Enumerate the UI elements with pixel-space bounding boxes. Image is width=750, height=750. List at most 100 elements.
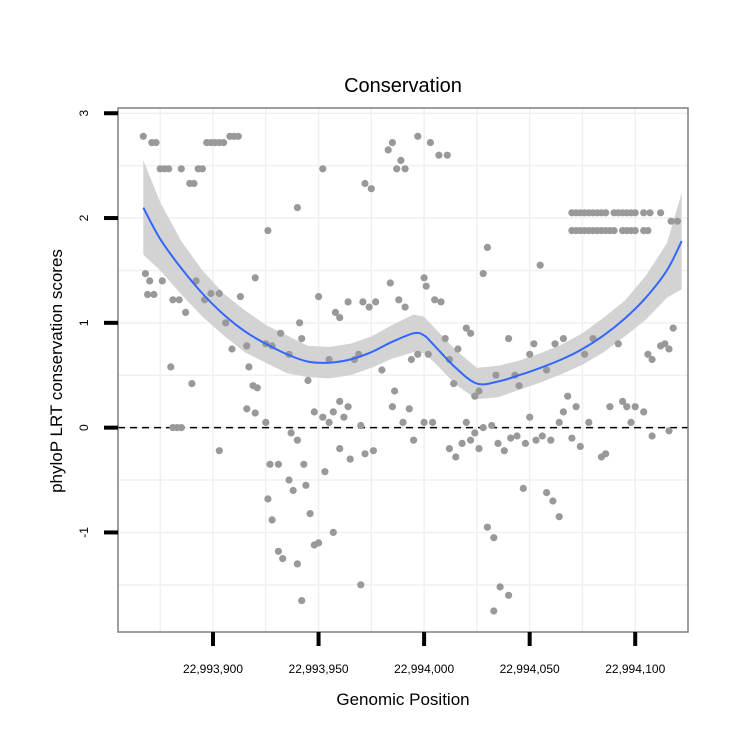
y-axis: -1 0 1 2 3 [77,110,118,538]
data-point [177,424,185,432]
data-point [302,481,310,489]
data-point [536,261,544,269]
data-point [245,363,253,371]
data-point [251,274,259,282]
data-point [424,350,432,358]
data-point [572,403,580,411]
data-point [414,132,422,140]
confidence-band [143,160,682,400]
data-point [357,421,365,430]
data-point [310,408,318,416]
data-point [158,277,166,285]
data-point [182,308,190,316]
data-point [543,366,551,374]
data-point [319,165,327,173]
data-points-group [139,132,682,615]
data-point [293,436,301,444]
data-point [340,413,348,421]
data-point [388,403,396,411]
data-point [576,442,584,451]
data-point [325,418,333,426]
data-point [414,350,422,358]
data-point [192,277,200,285]
data-point [555,513,563,521]
data-point [169,296,177,304]
data-point [279,555,287,563]
data-point [429,418,437,426]
data-point [538,432,546,440]
x-tick-label: 22,993,900 [183,662,243,676]
data-point [585,418,593,426]
data-point [243,342,251,350]
data-point [426,139,434,147]
data-point [198,165,206,173]
data-point [367,185,375,193]
data-point [152,139,160,147]
data-point [277,329,285,337]
data-point [222,319,230,327]
data-point [526,350,534,358]
data-point [175,296,183,304]
data-point [420,274,428,282]
data-point [547,436,555,444]
data-point [490,607,498,615]
data-point [344,403,352,411]
data-point [648,355,656,364]
data-point [648,432,656,440]
data-point [336,397,344,405]
data-point [462,324,470,332]
data-point [384,146,392,154]
data-point [515,382,523,390]
data-point [365,303,373,311]
data-point [304,376,312,385]
data-point [388,139,396,147]
data-point [361,450,369,458]
data-point [673,217,682,225]
data-point [490,534,498,542]
y-axis-title: phyloP LRT conservation scores [47,249,66,493]
data-point [296,319,304,327]
data-point [264,227,272,235]
data-point [274,547,282,555]
data-point [274,460,282,468]
data-point [496,583,504,591]
data-point [336,314,344,322]
data-point [521,439,530,447]
x-tick-label: 22,993,950 [289,662,349,676]
data-point [467,329,475,337]
data-point [644,227,652,235]
data-point [559,335,568,343]
data-point [610,227,618,235]
data-point [543,489,551,497]
data-point [581,350,589,358]
data-point [359,298,367,306]
data-point [243,405,251,413]
data-point [401,165,409,173]
data-point [435,151,443,159]
data-point [462,418,470,426]
data-point [293,204,301,212]
data-point [287,429,295,437]
x-axis: 22,993,900 22,993,950 22,994,000 22,994,050… [183,632,666,676]
data-point [188,380,196,388]
data-point [251,409,259,417]
data-point [331,308,339,316]
data-point [445,355,453,364]
data-point [167,363,175,371]
data-point [631,209,639,217]
data-point [458,439,466,447]
data-point [644,350,652,358]
data-point [513,432,521,440]
x-tick-label: 22,994,050 [500,662,560,676]
data-point [361,179,369,188]
data-point [606,403,614,411]
data-point [555,418,563,426]
data-point [471,429,479,437]
data-point [329,528,337,537]
confidence-band-group [143,160,682,400]
data-point [372,298,380,306]
y-tick-label: 1 [77,319,91,326]
data-point [319,413,327,421]
data-point [215,289,223,298]
